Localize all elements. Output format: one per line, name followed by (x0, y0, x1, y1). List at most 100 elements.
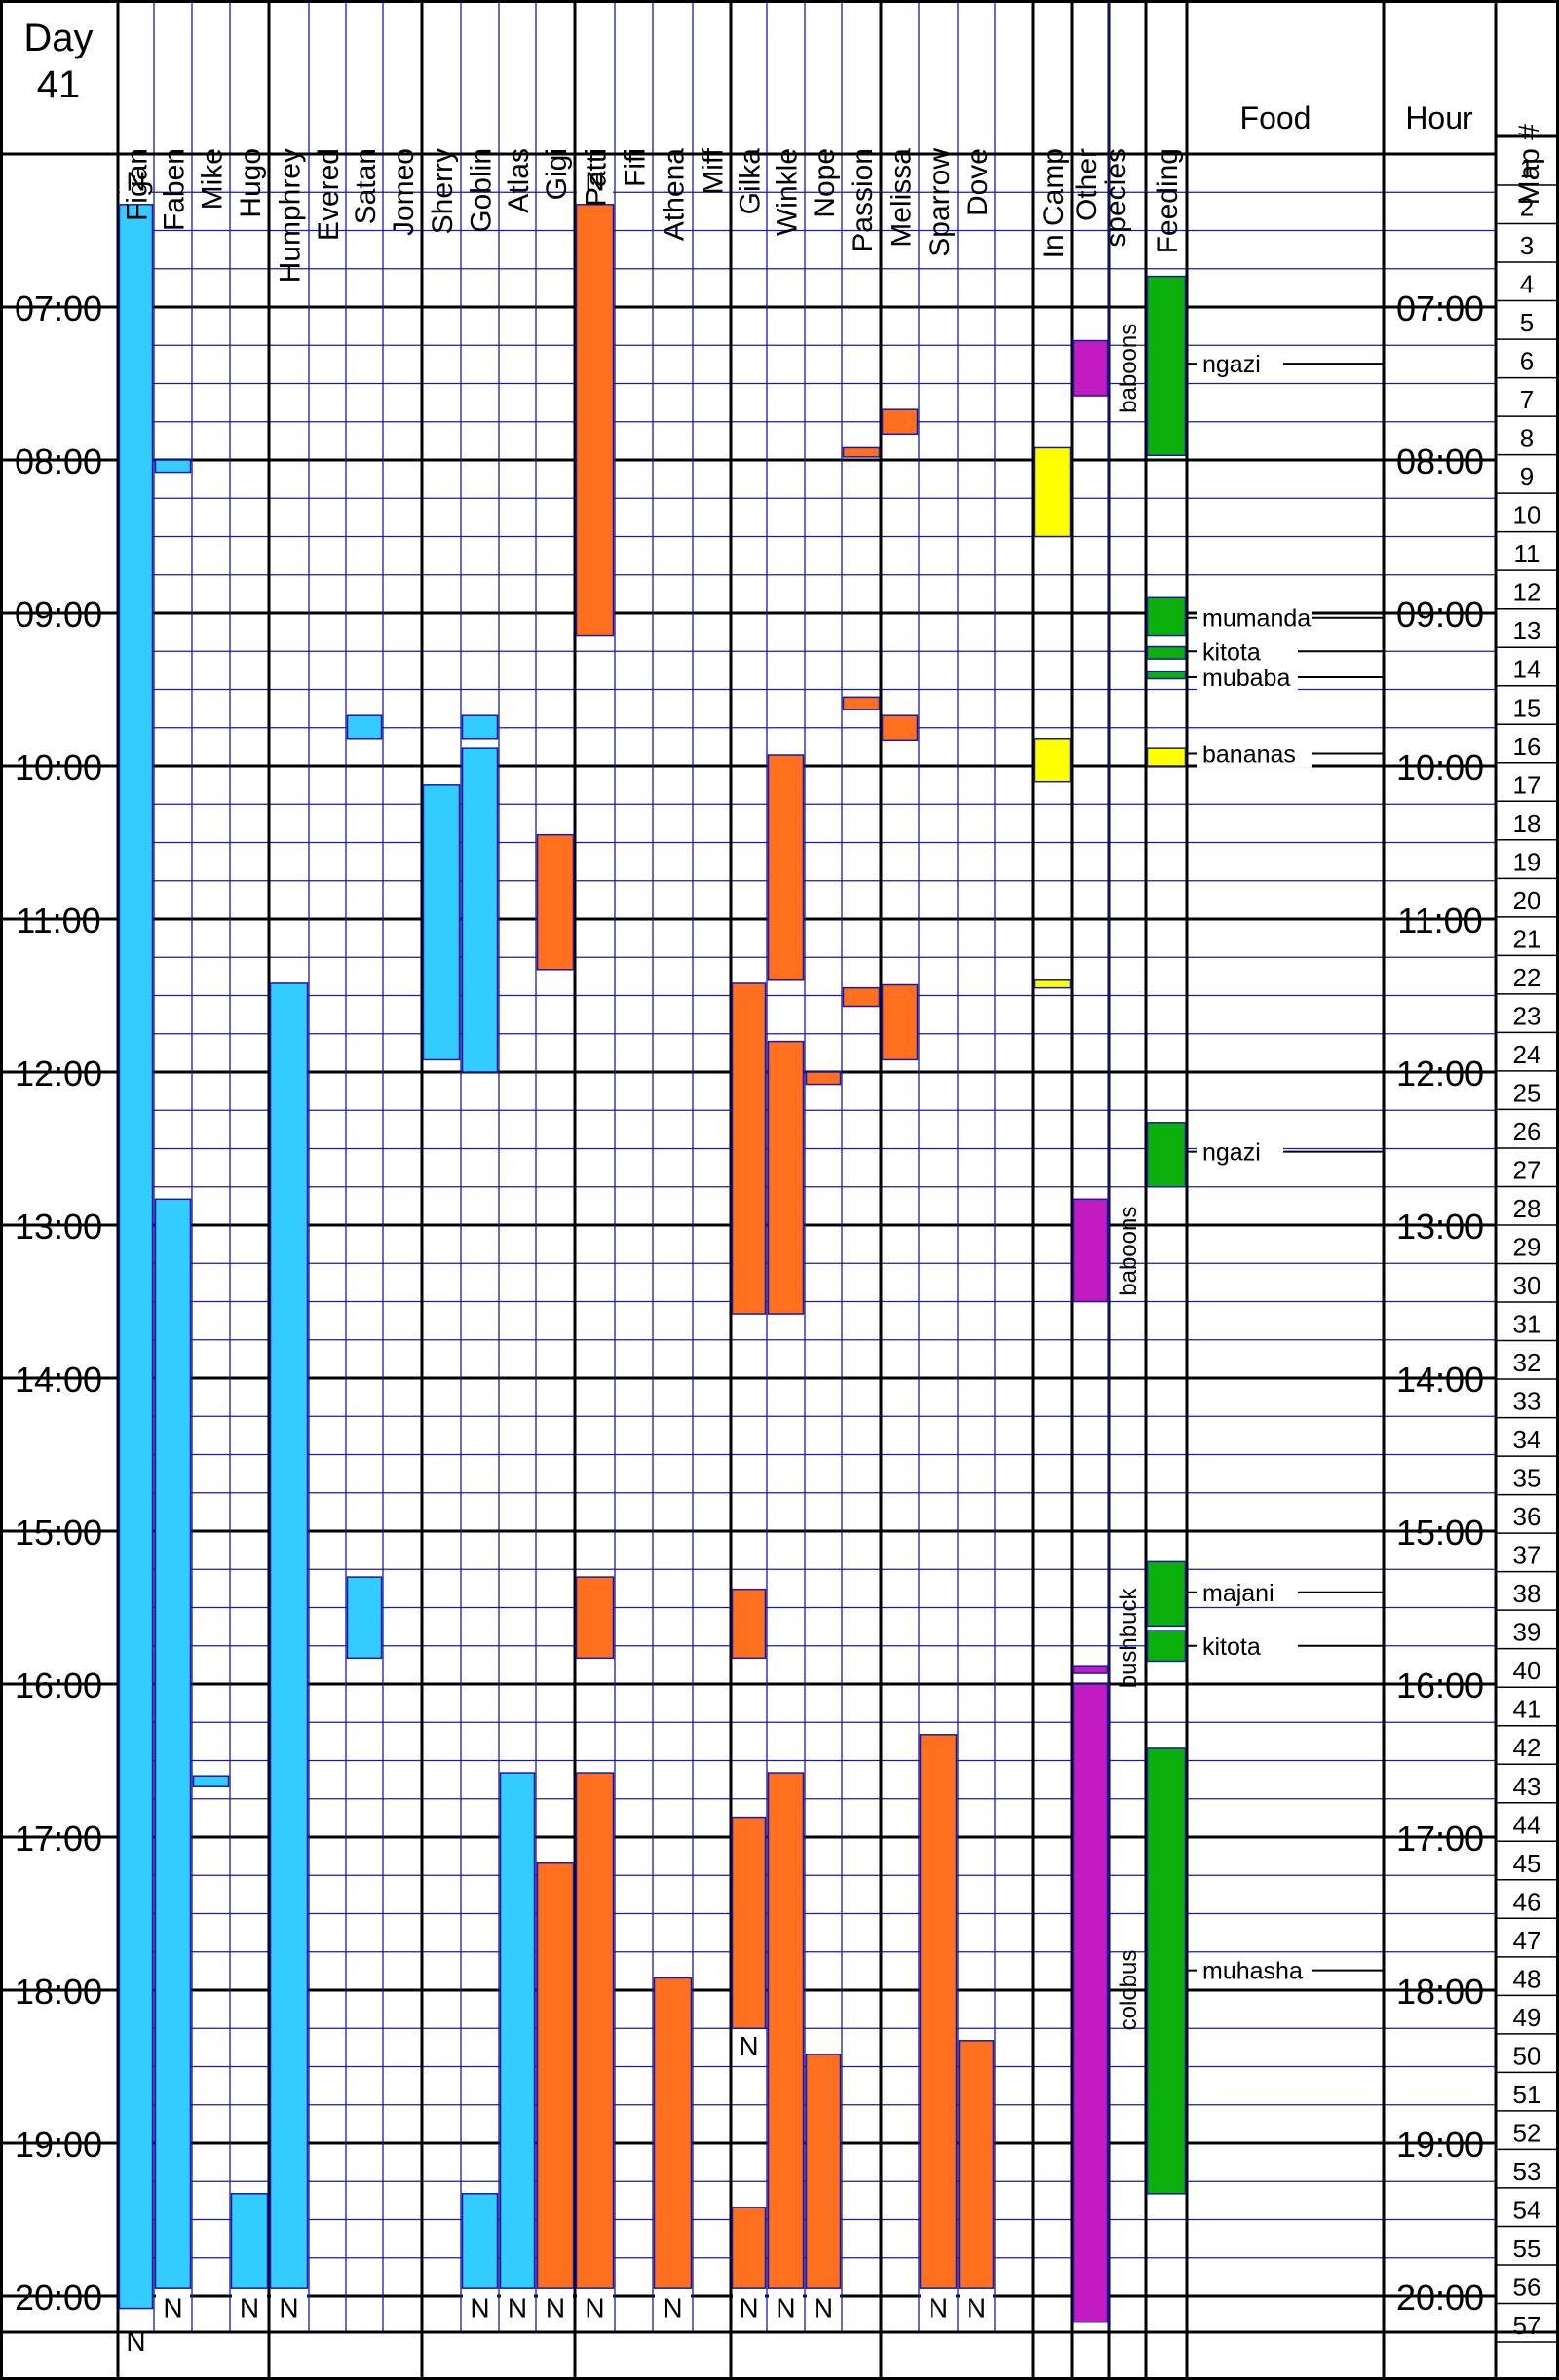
hour-label-right: 18:00 (1396, 1972, 1484, 2012)
hour-label-bg (4, 896, 115, 917)
hour-label-bg (1388, 590, 1493, 611)
activity-bar (1072, 1683, 1109, 2323)
hour-label-bg (1388, 1967, 1493, 1988)
activity-bar (1146, 1747, 1187, 2195)
column-header: species (1100, 148, 1132, 248)
hour-label-right: 19:00 (1396, 2125, 1484, 2165)
activity-bar (805, 2054, 842, 2289)
nest-mark: N (585, 2293, 604, 2323)
nest-mark: N (279, 2293, 298, 2323)
map-number: 17 (1513, 770, 1541, 799)
activity-bar (346, 714, 383, 740)
food-label: muhasha (1202, 1958, 1303, 1985)
activity-bar (881, 408, 919, 436)
map-number: 26 (1513, 1117, 1541, 1146)
map-number: 21 (1513, 924, 1541, 953)
map-number: 15 (1513, 693, 1541, 722)
column-header: Faben (159, 148, 191, 231)
hour-label: 19:00 (15, 2125, 102, 2165)
column-header: Food (1240, 100, 1312, 135)
activity-bar (731, 2207, 767, 2289)
map-number: 16 (1513, 732, 1541, 761)
map-number: 53 (1513, 2157, 1541, 2186)
activity-bar (461, 714, 499, 740)
food-label-bg (1197, 637, 1298, 666)
column-header: Melissa (886, 148, 918, 248)
nest-mark-bg (501, 2292, 534, 2322)
hour-label-right: 20:00 (1396, 2278, 1484, 2318)
hour-label-bg (1388, 1202, 1493, 1223)
activity-bar (575, 204, 615, 637)
nest-mark: N (967, 2293, 986, 2323)
chart-title: Day (23, 17, 93, 59)
hour-label-right: 14:00 (1396, 1360, 1484, 1400)
activity-bar (1072, 339, 1109, 397)
activity-bar (536, 833, 575, 971)
food-label-bg (1197, 1578, 1298, 1606)
map-number: 36 (1513, 1502, 1541, 1531)
map-number: 55 (1513, 2234, 1541, 2263)
column-header: Satan (350, 148, 382, 224)
hour-label-bg (4, 284, 115, 305)
map-number: 27 (1513, 1155, 1541, 1184)
map-number: 11 (1514, 539, 1540, 568)
hour-label-bg (4, 2120, 115, 2141)
map-number: 28 (1513, 1194, 1541, 1223)
hour-label-bg (4, 2273, 115, 2294)
hour-label-right: 12:00 (1396, 1054, 1484, 1094)
hour-label-bg (1388, 2273, 1493, 2294)
nest-mark: N (929, 2293, 948, 2323)
hour-label: 09:00 (15, 595, 102, 634)
nest-mark-bg (769, 2292, 803, 2322)
food-label-bg (1197, 603, 1312, 632)
activity-bar (767, 754, 805, 981)
nest-mark-bg (960, 2292, 993, 2322)
column-header: Map # (1513, 124, 1545, 206)
activity-bar (1033, 979, 1072, 989)
map-number: 18 (1513, 809, 1541, 838)
column-header: Sherry (427, 148, 459, 234)
species-label: baboons (1116, 1207, 1142, 1296)
map-number: 40 (1513, 1656, 1541, 1685)
map-number: 32 (1513, 1348, 1541, 1377)
activity-bar (842, 696, 881, 710)
hour-label-right: 08:00 (1396, 441, 1484, 481)
activity-bar (192, 1775, 230, 1787)
column-header: Athena (659, 148, 691, 241)
hour-label-bg (1388, 1814, 1493, 1835)
column-header: Mike (197, 148, 229, 210)
map-number: 20 (1513, 886, 1541, 915)
column-header: Passion (847, 148, 879, 252)
map-number: 42 (1513, 1733, 1541, 1762)
activity-bar (881, 714, 919, 742)
column-header: Other (1071, 148, 1103, 221)
map-number: 29 (1513, 1233, 1541, 1262)
hour-label-right: 13:00 (1396, 1207, 1484, 1247)
hour-label: 15:00 (15, 1513, 102, 1553)
activity-bar (1033, 446, 1072, 538)
hour-label: 14:00 (15, 1360, 102, 1400)
activity-bar (1146, 596, 1187, 637)
hour-label: 16:00 (15, 1666, 102, 1706)
column-header: Winkle (772, 148, 804, 236)
hour-label: 12:00 (15, 1054, 102, 1094)
activity-bar (422, 784, 461, 1061)
map-number: 38 (1513, 1579, 1541, 1608)
activity-bar (919, 1734, 958, 2289)
map-number: 24 (1513, 1040, 1541, 1069)
map-number: 50 (1513, 2041, 1541, 2070)
activity-bar (653, 1977, 693, 2289)
hour-label-bg (4, 1049, 115, 1070)
map-number: 46 (1513, 1887, 1541, 1916)
food-label: mumanda (1202, 605, 1311, 633)
column-header: Sparrow (924, 148, 956, 257)
hour-label: 08:00 (15, 441, 102, 481)
chart-title-number: 41 (37, 63, 81, 106)
food-label-bg (1197, 1137, 1283, 1166)
activity-bar (767, 1040, 805, 1315)
map-number: 22 (1513, 963, 1541, 992)
food-label: majani (1202, 1580, 1274, 1607)
map-number: 48 (1513, 1964, 1541, 1993)
